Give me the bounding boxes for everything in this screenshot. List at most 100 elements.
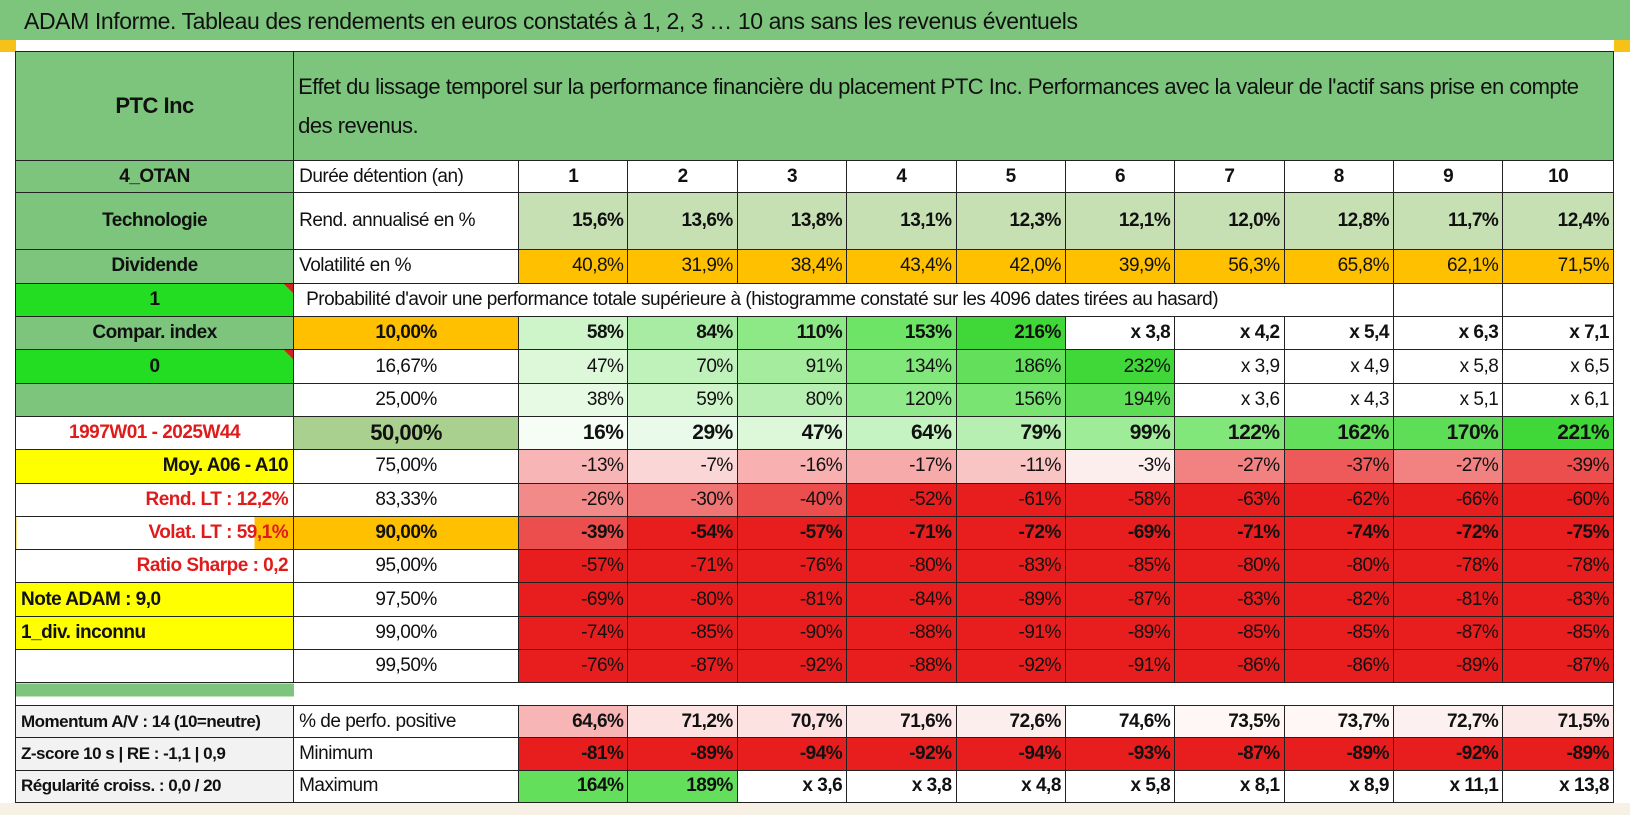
minimum-value: -93% [1064, 737, 1176, 771]
minimum-value: -94% [736, 737, 848, 771]
probability-value: x 3,8 [1064, 316, 1176, 351]
minimum-value: -89% [1283, 737, 1394, 771]
maximum-value: x 3,6 [736, 769, 848, 804]
probability-value: -27% [1392, 449, 1504, 484]
volat-value: 40,8% [518, 248, 629, 284]
probability-value: -71% [846, 515, 957, 551]
probability-value: x 6,3 [1392, 316, 1504, 351]
probability-value: 58% [518, 316, 629, 351]
year-header: 7 [1174, 160, 1285, 194]
probability-value: x 7,1 [1502, 316, 1614, 351]
probability-value: -78% [1502, 549, 1614, 584]
probability-value: -85% [1174, 615, 1285, 651]
probability-value: 156% [955, 382, 1066, 418]
perf-pos-value: 71,5% [1502, 705, 1614, 739]
probability-value: 221% [1502, 416, 1614, 451]
probability-value: -80% [1283, 549, 1394, 584]
probability-value: -87% [627, 648, 738, 684]
probability-value: -58% [1064, 482, 1176, 517]
probability-value: -85% [1064, 549, 1176, 584]
probability-value: 162% [1283, 416, 1394, 451]
probability-value: x 5,8 [1392, 349, 1504, 384]
probability-threshold: 83,33% [293, 482, 520, 517]
rend-value: 15,6% [518, 192, 629, 250]
probability-threshold: 97,50% [293, 582, 520, 617]
volat-value: 56,3% [1174, 248, 1285, 284]
spacer-row [14, 682, 1614, 707]
probability-threshold: 95,00% [293, 549, 520, 584]
probability-title: Probabilité d'avoir une performance tota… [293, 282, 1394, 318]
maximum-value: x 11,1 [1392, 769, 1504, 804]
probability-value: -30% [627, 482, 738, 517]
row-label-duree: Durée détention (an) [293, 160, 520, 194]
empty-cell [14, 648, 295, 684]
probability-value: -11% [955, 449, 1066, 484]
probability-value: 99% [1064, 416, 1176, 451]
probability-value: -88% [846, 615, 957, 651]
perf-pos-value: 74,6% [1064, 705, 1176, 739]
probability-value: x 6,5 [1502, 349, 1614, 384]
probability-value: -39% [518, 515, 629, 551]
header-row: PTC Inc Effet du lissage temporel sur la… [14, 50, 1614, 162]
flag-one: 1 [14, 282, 295, 318]
minimum-left-label: Z-score 10 s | RE : -1,1 | 0,9 [14, 737, 295, 771]
maximum-left-label: Régularité croiss. : 0,0 / 20 [14, 769, 295, 804]
yellow-marker-right [1614, 40, 1630, 52]
probability-value: x 4,2 [1174, 316, 1285, 351]
year-header: 5 [955, 160, 1066, 194]
probability-value: 59% [627, 382, 738, 418]
probability-value: -27% [1174, 449, 1285, 484]
row-label-maximum: Maximum [293, 769, 520, 804]
moy-label: Moy. A06 - A10 [14, 449, 295, 484]
probability-row: 1_div. inconnu 99,00% -74% -85% -90% -88% -91%… [14, 615, 1614, 651]
probability-value: -85% [1283, 615, 1394, 651]
year-header: 10 [1502, 160, 1614, 194]
probability-row: 0 16,67% 47% 70% 91% 134% 186% 232% x 3,9 x 4,9 x … [14, 349, 1614, 384]
probability-value: -76% [736, 549, 848, 584]
probability-threshold: 50,00% [293, 416, 520, 451]
probability-value: -17% [846, 449, 957, 484]
minimum-value: -81% [518, 737, 629, 771]
probability-value: 153% [846, 316, 957, 351]
returns-table: PTC Inc Effet du lissage temporel sur la… [14, 50, 1614, 804]
rend-value: 12,3% [955, 192, 1066, 250]
probability-value: -26% [518, 482, 629, 517]
volat-value: 65,8% [1283, 248, 1394, 284]
row-label-volat: Volatilité en % [293, 248, 520, 284]
probability-row: 99,50% -76% -87% -92% -88% -92% -91% -86% -86% -8… [14, 648, 1614, 684]
probability-threshold: 75,00% [293, 449, 520, 484]
probability-value: 70% [627, 349, 738, 384]
minimum-value: -89% [1502, 737, 1614, 771]
probability-value: 216% [955, 316, 1066, 351]
probability-value: -72% [955, 515, 1066, 551]
asset-code: 4_OTAN [14, 160, 295, 194]
perf-pos-value: 70,7% [736, 705, 848, 739]
maximum-value: x 8,1 [1174, 769, 1285, 804]
rend-lt-label: Rend. LT : 12,2% [14, 482, 295, 517]
minimum-value: -94% [955, 737, 1066, 771]
probability-value: -63% [1174, 482, 1285, 517]
probability-row: Moy. A06 - A10 75,00% -13% -7% -16% -17% -11% -… [14, 449, 1614, 484]
probability-value: -78% [1392, 549, 1504, 584]
report-title: ADAM Informe. Tableau des rendements en … [24, 8, 1078, 34]
probability-value: -80% [1174, 549, 1285, 584]
volat-lt-label: Volat. LT : 59,1% [14, 515, 295, 551]
probability-value: -75% [1502, 515, 1614, 551]
probability-value: -62% [1283, 482, 1394, 517]
probability-value: -80% [846, 549, 957, 584]
volat-value: 62,1% [1392, 248, 1504, 284]
perf-pos-left-label: Momentum A/V : 14 (10=neutre) [14, 705, 295, 739]
volat-value: 31,9% [627, 248, 738, 284]
year-header: 6 [1064, 160, 1176, 194]
probability-value: -91% [1064, 648, 1176, 684]
minimum-value: -89% [627, 737, 738, 771]
title-bar [0, 0, 1630, 40]
probability-value: 122% [1174, 416, 1285, 451]
probability-value: -57% [736, 515, 848, 551]
probability-value: -82% [1283, 582, 1394, 617]
perf-pos-row: Momentum A/V : 14 (10=neutre)% de perfo.… [14, 705, 1614, 739]
probability-value: 47% [736, 416, 848, 451]
probability-value: 170% [1392, 416, 1504, 451]
probability-value: 47% [518, 349, 629, 384]
year-header: 3 [736, 160, 848, 194]
